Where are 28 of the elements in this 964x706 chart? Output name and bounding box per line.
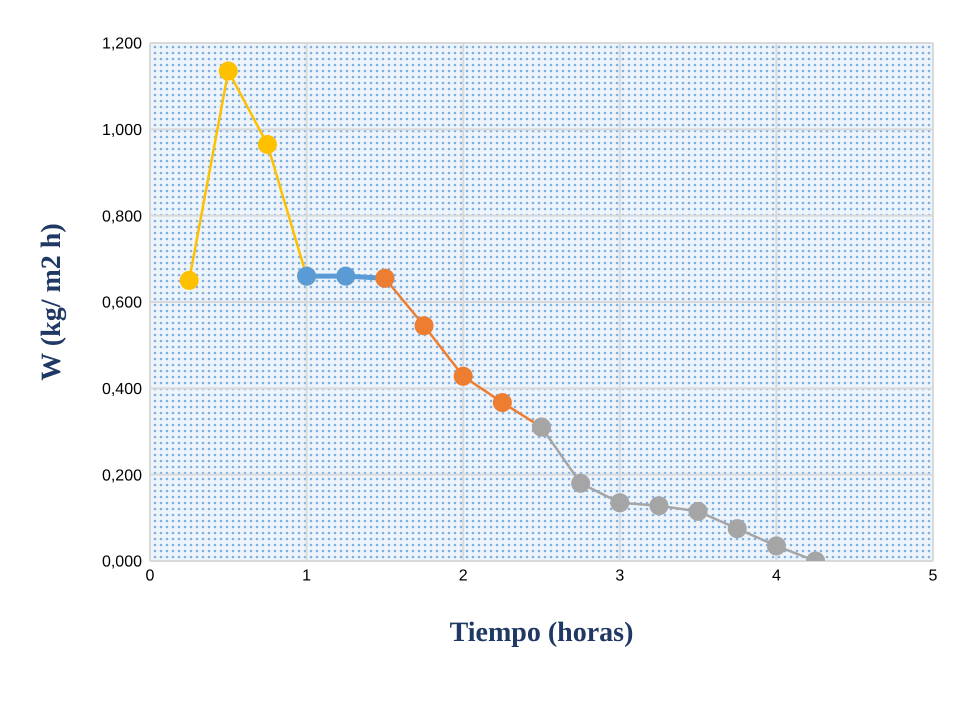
point (766, 536, 786, 556)
y-tick-label: 0,400 (102, 381, 142, 398)
point (414, 316, 434, 336)
point (728, 519, 747, 538)
x-tick-label: 5 (928, 567, 938, 584)
point (571, 474, 590, 493)
point (180, 270, 199, 290)
y-tick-label: 0,800 (102, 208, 142, 226)
point (218, 62, 238, 81)
x-tick-label: 1 (302, 567, 312, 584)
point (492, 393, 512, 412)
y-tick-label: 0,600 (102, 294, 142, 312)
x-axis-title: Tiempo (horas) (450, 617, 634, 648)
y-tick-label: 0,200 (102, 467, 142, 484)
y-tick-label: 1,200 (102, 36, 142, 53)
x-tick-label: 3 (615, 567, 624, 584)
point (454, 366, 473, 386)
x-tick-label: 0 (146, 567, 155, 584)
point (649, 496, 668, 516)
point (610, 493, 630, 512)
point (336, 266, 356, 286)
x-tick-label: 2 (458, 567, 468, 584)
point (258, 134, 277, 154)
point (688, 502, 708, 521)
y-tick-label: 1,000 (102, 122, 142, 140)
y-tick-label: 0,000 (102, 554, 142, 571)
y-axis-title: W (kg/ m2 h) (36, 223, 67, 381)
x-tick-label: 4 (772, 567, 781, 584)
